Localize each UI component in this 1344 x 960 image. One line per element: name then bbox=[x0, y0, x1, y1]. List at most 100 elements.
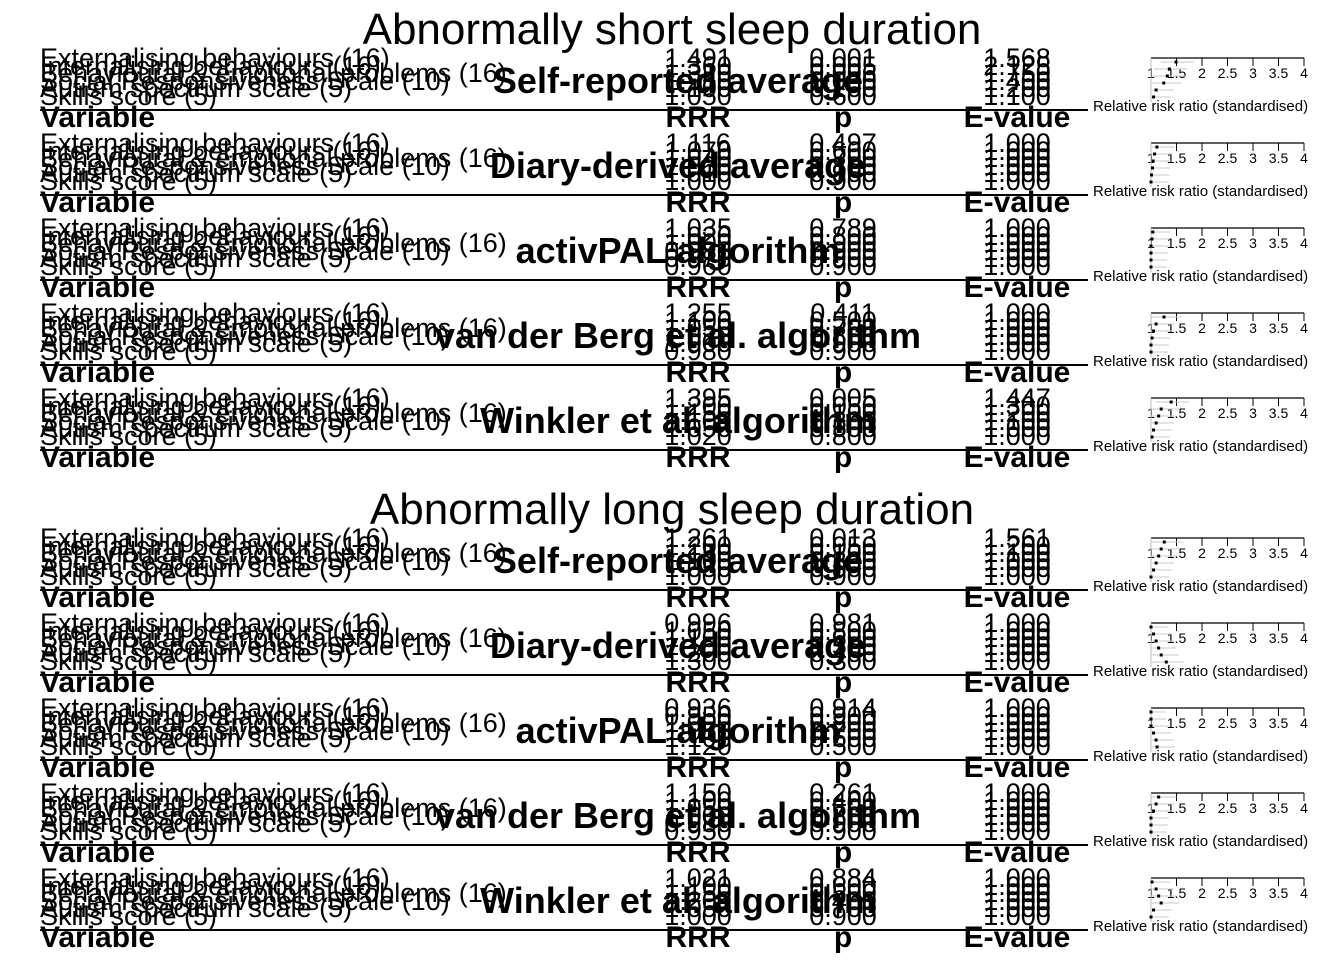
forest-point bbox=[1152, 428, 1156, 432]
forest-tick-label: 1.5 bbox=[1167, 800, 1187, 816]
panel-title: Winkler et al. algorithm bbox=[480, 880, 876, 921]
variable-label: Behavioural & emotional problems (16) bbox=[40, 228, 507, 258]
e-value: 1.000 bbox=[983, 221, 1051, 251]
p-value: 0.900 bbox=[809, 158, 877, 188]
p-value: 0.400 bbox=[809, 786, 877, 816]
forest-tick-label: 3 bbox=[1249, 885, 1257, 901]
e-value: 1.000 bbox=[983, 213, 1051, 243]
forest-point bbox=[1153, 152, 1157, 156]
variable-label: Internalising behaviours (16) bbox=[40, 786, 381, 816]
rrr-value: 1.150 bbox=[664, 778, 732, 808]
forest-tick-label: 2.5 bbox=[1218, 65, 1238, 81]
e-value: 1.100 bbox=[983, 406, 1051, 436]
p-value: 0.900 bbox=[809, 701, 877, 731]
forest-tick-label: 2 bbox=[1198, 715, 1206, 731]
panel: Externalising behaviours (16) 1.491 0.001 1… bbox=[40, 43, 1308, 134]
e-value: 1.300 bbox=[983, 391, 1051, 421]
forest-tick-label: 3.5 bbox=[1269, 150, 1289, 166]
e-value: 1.000 bbox=[983, 336, 1051, 366]
forest-tick-label: 2.5 bbox=[1218, 320, 1238, 336]
forest-point bbox=[1151, 230, 1155, 234]
forest-tick-label: 3.5 bbox=[1269, 800, 1289, 816]
variable-label: Externalising behaviours (16) bbox=[40, 693, 390, 723]
p-value: 0.200 bbox=[809, 73, 877, 103]
p-value: 0.500 bbox=[809, 878, 877, 908]
forest-point bbox=[1150, 237, 1154, 241]
rrr-value: 1.050 bbox=[664, 81, 732, 111]
variable-label: Externalising behaviours (16) bbox=[40, 383, 390, 413]
forest-point bbox=[1152, 731, 1156, 735]
p-value: 0.700 bbox=[809, 716, 877, 746]
p-value: 0.500 bbox=[809, 553, 877, 583]
e-value: 1.200 bbox=[983, 531, 1051, 561]
e-value: 2.125 bbox=[983, 51, 1051, 81]
p-value: 0.800 bbox=[809, 221, 877, 251]
variable-label: Externalising behaviours (16) bbox=[40, 778, 390, 808]
e-value: 1.000 bbox=[983, 151, 1051, 181]
panel: Externalising behaviours (16) 1.395 0.005 1… bbox=[40, 383, 1308, 474]
e-value: 1.000 bbox=[983, 886, 1051, 916]
rrr-value: 1.150 bbox=[664, 878, 732, 908]
forest-axis-label: Relative risk ratio (standardised) bbox=[1093, 98, 1308, 115]
rrr-value: 1.070 bbox=[664, 136, 732, 166]
p-value: 0.300 bbox=[809, 546, 877, 576]
forest-point bbox=[1157, 414, 1161, 418]
p-value: 0.300 bbox=[809, 406, 877, 436]
forest-point bbox=[1149, 180, 1153, 184]
forest-point bbox=[1149, 244, 1153, 248]
rrr-value: 0.980 bbox=[664, 236, 732, 266]
rrr-value: 1.100 bbox=[664, 306, 732, 336]
rrr-value: 1.100 bbox=[664, 786, 732, 816]
column-header-p: p bbox=[834, 356, 852, 389]
variable-label: Behavioural & emotional problems (16) bbox=[40, 58, 507, 88]
variable-label: Autism spectrum scale (5) bbox=[40, 328, 352, 358]
variable-label: Externalising behaviours (16) bbox=[40, 43, 390, 73]
rrr-value: 1.300 bbox=[664, 646, 732, 676]
rrr-value: 1.360 bbox=[664, 51, 732, 81]
forest-point bbox=[1157, 795, 1161, 799]
variable-label: Internalising behaviours (16) bbox=[40, 616, 381, 646]
variable-label: Internalising behaviours (16) bbox=[40, 531, 381, 561]
e-value: 1.000 bbox=[983, 306, 1051, 336]
p-value: 0.800 bbox=[809, 421, 877, 451]
e-value: 1.000 bbox=[983, 871, 1051, 901]
variable-label: Skills score (5) bbox=[40, 336, 217, 366]
p-value: 0.900 bbox=[809, 228, 877, 258]
e-value: 1.000 bbox=[983, 863, 1051, 893]
column-header-rrr: RRR bbox=[666, 441, 731, 474]
column-header-rrr: RRR bbox=[666, 751, 731, 784]
column-header-variable: Variable bbox=[40, 101, 155, 134]
forest-point bbox=[1152, 809, 1156, 813]
e-value: 1.000 bbox=[983, 701, 1051, 731]
p-value: 0.900 bbox=[809, 336, 877, 366]
forest-point bbox=[1174, 60, 1178, 64]
e-value: 1.561 bbox=[983, 523, 1051, 553]
forest-axis-label: Relative risk ratio (standardised) bbox=[1093, 833, 1308, 850]
column-header-rrr: RRR bbox=[666, 666, 731, 699]
forest-point bbox=[1154, 322, 1158, 326]
forest-tick-label: 2 bbox=[1198, 235, 1206, 251]
forest-axis-label: Relative risk ratio (standardised) bbox=[1093, 918, 1308, 935]
forest-tick-label: 2 bbox=[1198, 320, 1206, 336]
variable-label: Autism spectrum scale (5) bbox=[40, 553, 352, 583]
p-value: 0.789 bbox=[809, 213, 877, 243]
forest-point bbox=[1167, 67, 1171, 71]
forest-tick-label: 4 bbox=[1300, 715, 1308, 731]
p-value: 0.914 bbox=[809, 693, 877, 723]
p-value: 0.900 bbox=[809, 166, 877, 196]
forest-point bbox=[1152, 568, 1156, 572]
forest-tick-label: 1.5 bbox=[1167, 630, 1187, 646]
variable-label: Externalising behaviours (16) bbox=[40, 128, 390, 158]
forest-tick-label: 2 bbox=[1198, 800, 1206, 816]
variable-label: Social Responsiveness Scale (10) bbox=[40, 631, 450, 661]
p-value: 0.400 bbox=[809, 886, 877, 916]
rrr-value: 1.261 bbox=[664, 523, 732, 553]
variable-label: Autism spectrum scale (5) bbox=[40, 808, 352, 838]
p-value: 0.900 bbox=[809, 901, 877, 931]
rrr-value: 1.200 bbox=[664, 886, 732, 916]
column-header-rrr: RRR bbox=[666, 271, 731, 304]
forest-tick-label: 2.5 bbox=[1218, 150, 1238, 166]
p-value: 0.900 bbox=[809, 251, 877, 281]
section-title: Abnormally short sleep duration bbox=[363, 5, 982, 54]
